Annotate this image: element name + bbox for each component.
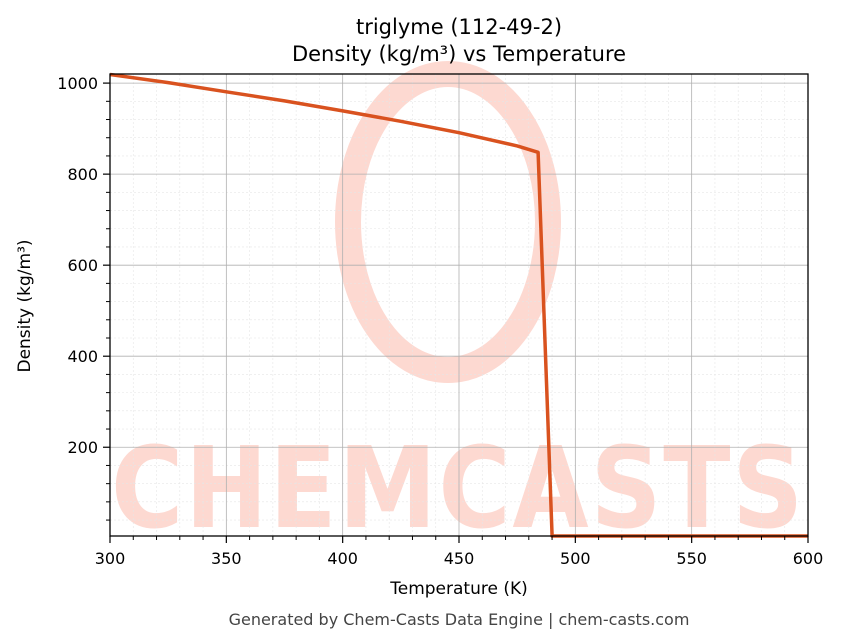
chart-subtitle: Density (kg/m³) vs Temperature <box>292 42 626 66</box>
x-axis-ticks: 300 350 400 450 500 550 600 <box>95 536 824 568</box>
y-tick-label: 400 <box>67 347 98 366</box>
y-tick-label: 200 <box>67 438 98 457</box>
y-axis-label: Density (kg/m³) <box>15 239 35 372</box>
x-axis-label: Temperature (K) <box>389 579 528 599</box>
chemcasts-watermark: CHEMCASTS <box>111 61 803 554</box>
y-tick-label: 800 <box>67 165 98 184</box>
x-tick-label: 350 <box>211 549 242 568</box>
x-tick-label: 600 <box>793 549 824 568</box>
chart-title: triglyme (112-49-2) <box>356 15 562 39</box>
footer-credit: Generated by Chem-Casts Data Engine | ch… <box>229 610 690 629</box>
x-tick-label: 400 <box>327 549 358 568</box>
y-axis-ticks: 200 400 600 800 1000 <box>57 74 110 521</box>
y-tick-label: 1000 <box>57 74 98 93</box>
x-tick-label: 550 <box>676 549 707 568</box>
x-tick-label: 500 <box>560 549 591 568</box>
x-tick-label: 450 <box>444 549 475 568</box>
x-tick-label: 300 <box>95 549 126 568</box>
y-tick-label: 600 <box>67 256 98 275</box>
